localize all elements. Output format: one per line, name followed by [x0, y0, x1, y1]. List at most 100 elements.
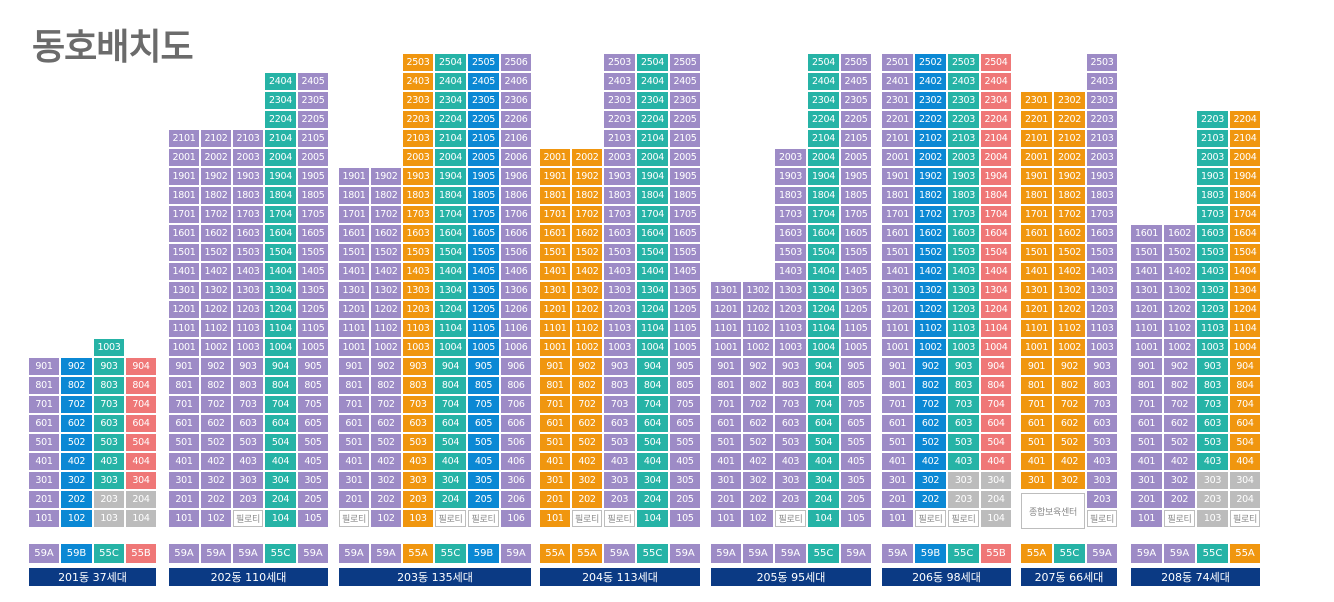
unit-cell: 2203	[604, 111, 635, 128]
unit-cell: 2104	[808, 130, 839, 147]
unit-cell: 802	[61, 377, 92, 394]
unit-cell: 203	[604, 491, 635, 508]
unit-cell: 1503	[1087, 244, 1117, 261]
unit-cell: 603	[233, 415, 263, 432]
unit-type-legend: 59A	[298, 544, 328, 563]
unit-cell: 2405	[670, 73, 700, 90]
unit-type-legend: 55A	[540, 544, 570, 563]
unit-cell: 1904	[637, 168, 668, 185]
unit-cell: 603	[604, 415, 635, 432]
unit-cell: 1404	[265, 263, 296, 280]
unit-cell: 502	[201, 434, 231, 451]
unit-cell: 1303	[948, 282, 979, 299]
unit-cell: 2002	[201, 149, 231, 166]
pilotis-cell: 필로티	[233, 510, 263, 527]
unit-cell: 303	[1087, 472, 1117, 489]
unit-cell: 2005	[298, 149, 328, 166]
unit-cell: 503	[94, 434, 124, 451]
unit-cell: 1002	[201, 339, 231, 356]
unit-cell: 904	[265, 358, 296, 375]
unit-cell: 1803	[1197, 187, 1228, 204]
unit-cell: 1603	[948, 225, 979, 242]
unit-cell: 1501	[339, 244, 369, 261]
unit-cell: 701	[540, 396, 570, 413]
unit-cell: 2103	[1087, 130, 1117, 147]
unit-cell: 301	[169, 472, 199, 489]
unit-cell: 204	[1230, 491, 1260, 508]
unit-cell: 2005	[841, 149, 871, 166]
unit-cell: 404	[1230, 453, 1260, 470]
unit-cell: 1405	[468, 263, 499, 280]
unit-cell: 303	[948, 472, 979, 489]
unit-cell: 303	[604, 472, 635, 489]
unit-type-legend: 59A	[501, 544, 531, 563]
unit-cell: 1103	[775, 320, 806, 337]
unit-cell: 1703	[1197, 206, 1228, 223]
unit-cell: 2403	[403, 73, 433, 90]
unit-cell: 1502	[1054, 244, 1085, 261]
unit-cell: 2004	[1230, 149, 1260, 166]
unit-cell: 403	[948, 453, 979, 470]
unit-type-legend: 55C	[265, 544, 296, 563]
unit-cell: 1201	[711, 301, 741, 318]
unit-cell: 1403	[403, 263, 433, 280]
unit-cell: 1604	[808, 225, 839, 242]
unit-cell: 902	[61, 358, 92, 375]
unit-cell: 1405	[298, 263, 328, 280]
unit-cell: 1302	[1164, 282, 1195, 299]
unit-cell: 603	[948, 415, 979, 432]
unit-type-legend: 59B	[915, 544, 946, 563]
unit-cell: 1501	[882, 244, 913, 261]
unit-type-legend: 59A	[371, 544, 401, 563]
unit-cell: 401	[169, 453, 199, 470]
unit-cell: 304	[808, 472, 839, 489]
unit-cell: 202	[915, 491, 946, 508]
unit-cell: 605	[468, 415, 499, 432]
unit-cell: 2301	[882, 92, 913, 109]
unit-cell: 302	[1164, 472, 1195, 489]
unit-cell: 1301	[1131, 282, 1162, 299]
unit-cell: 901	[540, 358, 570, 375]
unit-cell: 1904	[265, 168, 296, 185]
unit-cell: 502	[61, 434, 92, 451]
unit-cell: 1505	[670, 244, 700, 261]
unit-cell: 1805	[670, 187, 700, 204]
unit-cell: 1401	[169, 263, 199, 280]
unit-cell: 503	[1087, 434, 1117, 451]
unit-cell: 703	[775, 396, 806, 413]
unit-cell: 603	[1087, 415, 1117, 432]
unit-cell: 1603	[775, 225, 806, 242]
unit-cell: 1906	[501, 168, 531, 185]
unit-type-legend: 55C	[435, 544, 466, 563]
unit-cell: 2104	[637, 130, 668, 147]
unit-cell: 704	[435, 396, 466, 413]
unit-cell: 405	[841, 453, 871, 470]
unit-cell: 802	[572, 377, 602, 394]
unit-cell: 902	[201, 358, 231, 375]
unit-type-legend: 55C	[94, 544, 124, 563]
unit-cell: 2203	[403, 111, 433, 128]
unit-cell: 1201	[1021, 301, 1052, 318]
unit-cell: 1304	[808, 282, 839, 299]
unit-cell: 1305	[670, 282, 700, 299]
unit-cell: 1302	[201, 282, 231, 299]
unit-cell: 1704	[808, 206, 839, 223]
unit-cell: 702	[61, 396, 92, 413]
unit-cell: 601	[169, 415, 199, 432]
unit-cell: 2504	[981, 54, 1011, 71]
unit-type-legend: 55C	[637, 544, 668, 563]
unit-cell: 1105	[298, 320, 328, 337]
unit-cell: 1802	[371, 187, 401, 204]
unit-cell: 1301	[1021, 282, 1052, 299]
unit-cell: 1801	[540, 187, 570, 204]
unit-cell: 2005	[468, 149, 499, 166]
unit-cell: 1901	[882, 168, 913, 185]
unit-cell: 1602	[915, 225, 946, 242]
unit-cell: 702	[1054, 396, 1085, 413]
unit-cell: 1303	[403, 282, 433, 299]
unit-cell: 302	[743, 472, 773, 489]
unit-cell: 505	[841, 434, 871, 451]
unit-cell: 604	[1230, 415, 1260, 432]
unit-cell: 2304	[808, 92, 839, 109]
unit-cell: 2103	[233, 130, 263, 147]
